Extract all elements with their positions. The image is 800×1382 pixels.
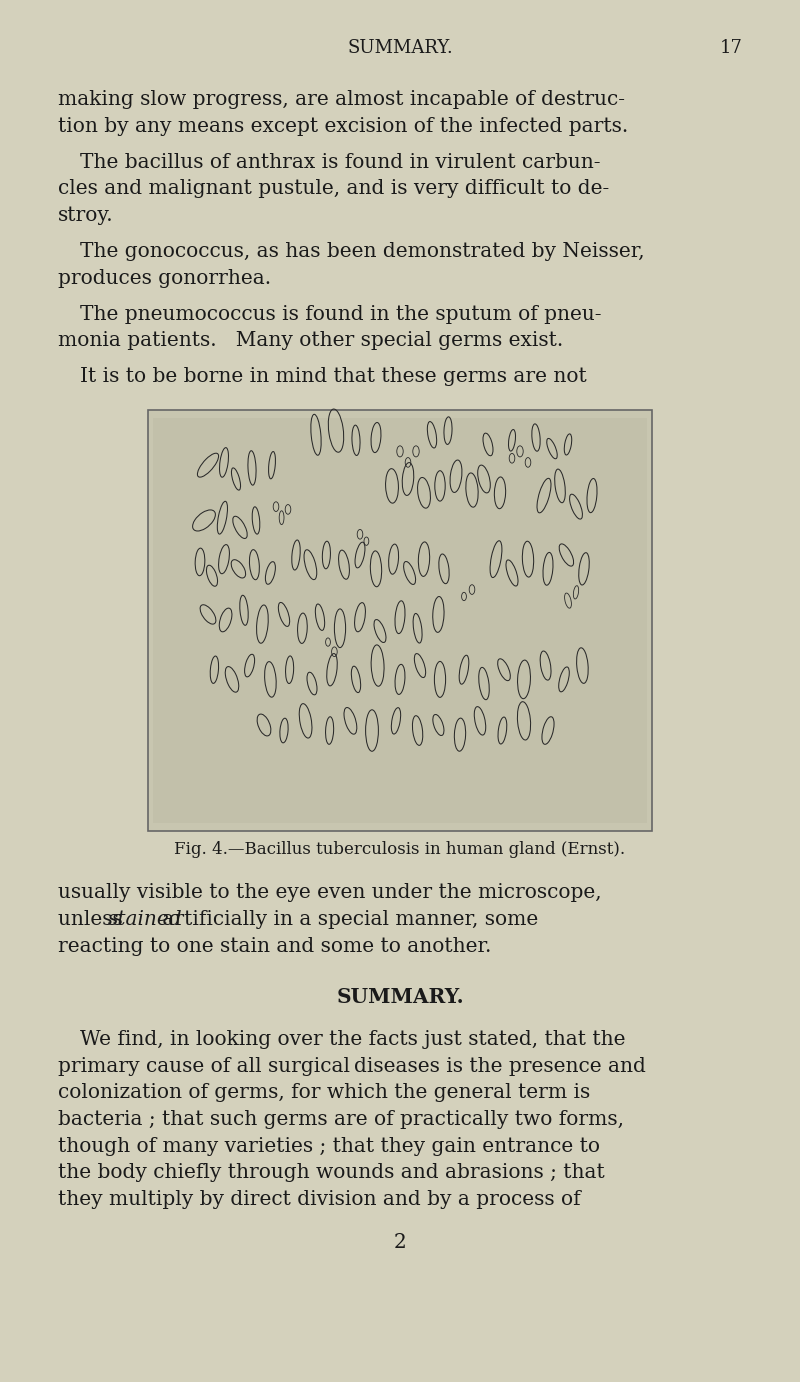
Text: We find, in looking over the facts just stated, that the: We find, in looking over the facts just …	[80, 1030, 626, 1049]
Text: making slow progress, are almost incapable of destruc-: making slow progress, are almost incapab…	[58, 90, 625, 109]
Text: cles and malignant pustule, and is very difficult to de-: cles and malignant pustule, and is very …	[58, 180, 609, 198]
Text: the body chiefly through wounds and abrasions ; that: the body chiefly through wounds and abra…	[58, 1164, 604, 1183]
Text: SUMMARY.: SUMMARY.	[347, 39, 453, 57]
Text: they multiply by direct division and by a process of: they multiply by direct division and by …	[58, 1190, 580, 1209]
Text: unless: unless	[58, 911, 129, 929]
Text: 17: 17	[719, 39, 742, 57]
Text: Fig. 4.—Bacillus tuberculosis in human gland (Ernst).: Fig. 4.—Bacillus tuberculosis in human g…	[174, 840, 626, 858]
Bar	[148, 410, 652, 832]
Text: artificially in a special manner, some: artificially in a special manner, some	[156, 911, 538, 929]
Text: though of many varieties ; that they gain entrance to: though of many varieties ; that they gai…	[58, 1137, 600, 1155]
Text: bacteria ; that such germs are of practically two forms,: bacteria ; that such germs are of practi…	[58, 1110, 624, 1129]
Text: produces gonorrhea.: produces gonorrhea.	[58, 268, 270, 287]
Bar	[153, 419, 647, 824]
Text: The gonococcus, as has been demonstrated by Neisser,: The gonococcus, as has been demonstrated…	[80, 242, 645, 261]
Text: primary cause of all surgical diseases is the presence and: primary cause of all surgical diseases i…	[58, 1057, 646, 1075]
Text: SUMMARY.: SUMMARY.	[336, 988, 464, 1007]
Text: colonization of germs, for which the general term is: colonization of germs, for which the gen…	[58, 1083, 590, 1103]
Text: usually visible to the eye even under the microscope,: usually visible to the eye even under th…	[58, 883, 602, 902]
Text: The pneumococcus is found in the sputum of pneu-: The pneumococcus is found in the sputum …	[80, 304, 602, 323]
Text: The bacillus of anthrax is found in virulent carbun-: The bacillus of anthrax is found in viru…	[80, 152, 601, 171]
Text: stroy.: stroy.	[58, 206, 114, 225]
Text: It is to be borne in mind that these germs are not: It is to be borne in mind that these ger…	[80, 368, 586, 386]
Text: 2: 2	[394, 1233, 406, 1252]
Text: tion by any means except excision of the infected parts.: tion by any means except excision of the…	[58, 116, 628, 135]
Text: reacting to one stain and some to another.: reacting to one stain and some to anothe…	[58, 937, 491, 956]
Text: stained: stained	[108, 911, 182, 929]
Text: monia patients.   Many other special germs exist.: monia patients. Many other special germs…	[58, 332, 563, 350]
